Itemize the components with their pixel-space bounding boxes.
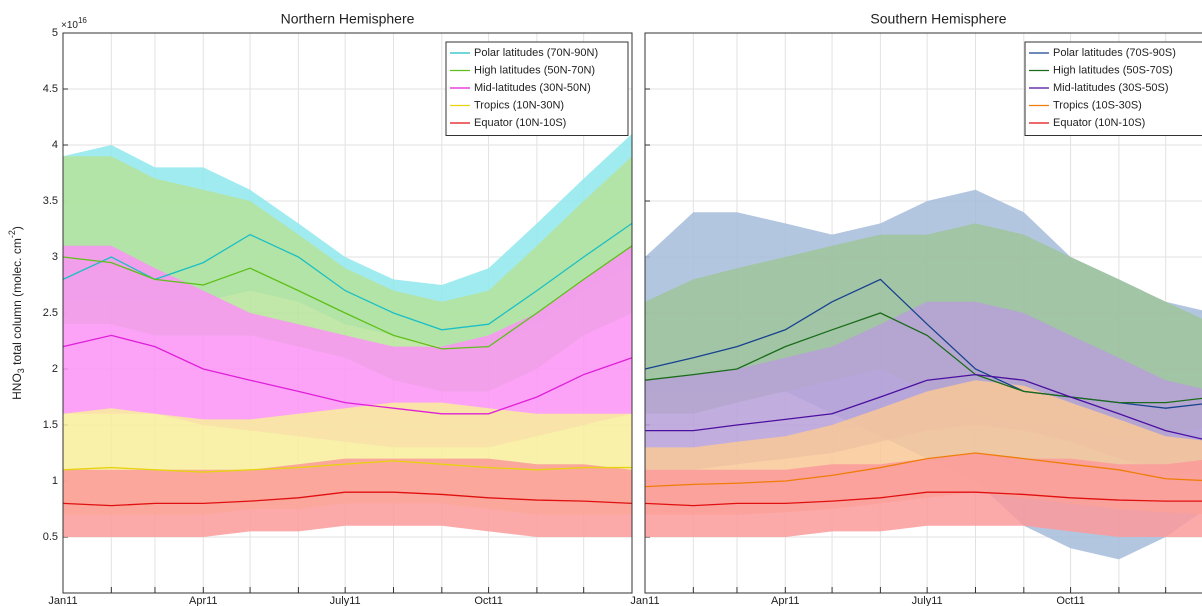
legend-label: Mid-latitudes (30S-50S) <box>1053 82 1169 94</box>
y-label-part: HNO <box>10 373 24 400</box>
x-tick-label: Jan11 <box>48 595 77 606</box>
y-tick-label: 4 <box>52 139 58 151</box>
chart-title: Southern Hemisphere <box>870 11 1006 27</box>
x-tick-label: Oct11 <box>1056 595 1085 606</box>
y-tick-label: 0.5 <box>43 531 58 543</box>
legend-box <box>1024 41 1202 136</box>
range-band <box>63 458 632 537</box>
legend-label: Mid-latitudes (30N-50N) <box>474 82 591 94</box>
x-tick-label: Apr11 <box>771 595 800 606</box>
legend-label: Polar latitudes (70N-90N) <box>474 47 598 59</box>
range-band <box>63 245 632 448</box>
legend-label: Equator (10N-10S) <box>1053 117 1145 129</box>
median-line <box>62 491 633 507</box>
legend-label: Equator (10N-10S) <box>474 117 566 129</box>
panel: Jan11 Apr11 July11 Oct11 Southern Hemisphere… <box>630 11 1202 606</box>
x-tick-label: July11 <box>330 595 361 606</box>
range-band <box>645 453 1202 537</box>
y-tick-label: 1 <box>52 475 58 487</box>
y-tick-label: 1.5 <box>43 419 58 431</box>
axes-box <box>644 32 1202 594</box>
x-tick-label: July11 <box>912 595 943 606</box>
exponent-part: 16 <box>78 16 87 25</box>
y-tick-label: 3.5 <box>43 195 58 207</box>
median-line <box>62 460 632 473</box>
exponent-part: ×10 <box>61 20 78 31</box>
legend-label: High latitudes (50N-70N) <box>474 64 595 76</box>
median-line <box>644 491 1202 507</box>
legend-label: High latitudes (50S-70S) <box>1053 64 1173 76</box>
y-tick-label: 3 <box>52 251 58 263</box>
axis-exponent: ×1016 <box>61 16 87 31</box>
y-label-part: -2 <box>7 230 17 238</box>
legend-box <box>445 41 629 136</box>
chart-title: Northern Hemisphere <box>281 11 415 27</box>
median-line <box>62 245 633 350</box>
y-axis-label: HNO3 total column (molec. cm-2) <box>7 226 26 400</box>
x-tick-label: Apr11 <box>189 595 218 606</box>
panel: 0.5 1 1.5 2 2.5 3 3.5 4 4.5 5 Jan11 Apr11 July11 Oct1… <box>7 11 633 606</box>
median-line <box>644 312 1202 404</box>
y-tick-label: 5 <box>52 27 58 39</box>
axes-box <box>62 32 633 594</box>
median-line <box>644 452 1202 488</box>
legend-label: Polar latitudes (70S-90S) <box>1053 47 1176 59</box>
y-label-part: 3 <box>16 368 26 373</box>
y-tick-label: 2 <box>52 363 58 375</box>
y-tick-label: 4.5 <box>43 83 58 95</box>
x-tick-label: Jan11 <box>630 595 659 606</box>
median-line <box>62 334 633 415</box>
x-tick-label: Oct11 <box>474 595 503 606</box>
legend-label: Tropics (10S-30S) <box>1053 99 1142 111</box>
y-label-part: ) <box>10 226 24 230</box>
y-tick-label: 2.5 <box>43 307 58 319</box>
median-line <box>645 373 1202 440</box>
y-label-part: total column (molec. cm <box>10 238 24 368</box>
legend-label: Tropics (10N-30N) <box>474 99 564 111</box>
